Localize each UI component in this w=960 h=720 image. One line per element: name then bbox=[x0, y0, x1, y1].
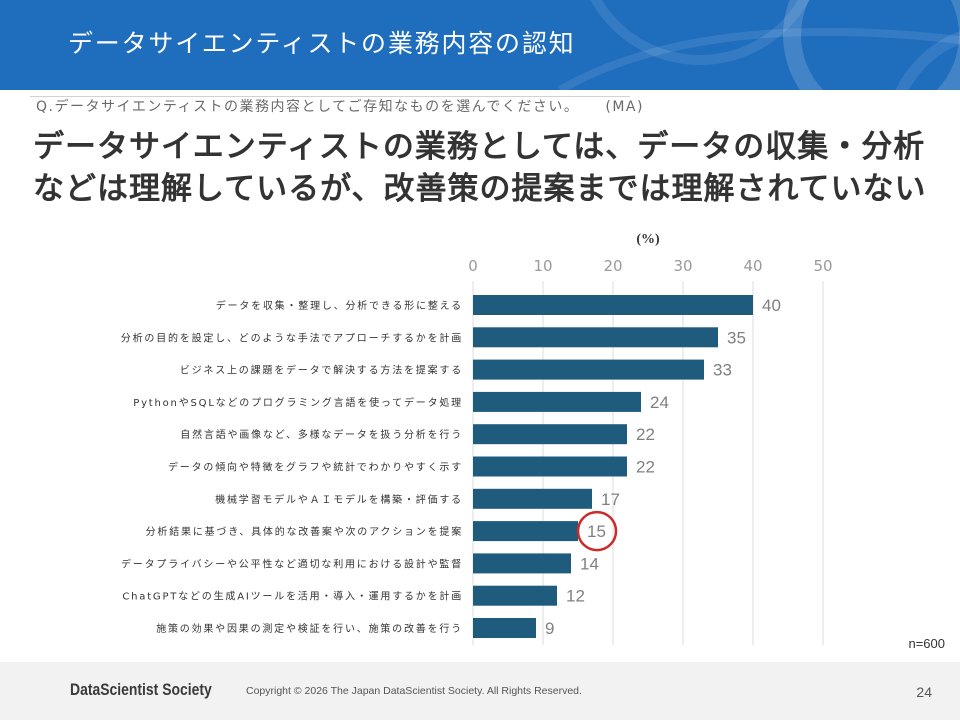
bar bbox=[473, 359, 704, 380]
category-label: ビジネス上の課題をデータで解決する方法を提案する bbox=[180, 364, 463, 377]
category-label: 分析の目的を設定し、どのような手法でアプローチするかを計画 bbox=[121, 331, 463, 344]
x-tick-label: 20 bbox=[603, 257, 622, 275]
bar bbox=[473, 327, 718, 348]
bar bbox=[473, 585, 557, 606]
bar bbox=[473, 553, 571, 574]
category-label: 自然言語や画像など、多様なデータを扱う分析を行う bbox=[180, 428, 463, 441]
headline-line-1: データサイエンティストの業務としては、データの収集・分析 bbox=[33, 129, 926, 165]
copyright-notice: Copyright © 2026 The Japan DataScientist… bbox=[246, 685, 582, 697]
x-tick-label: 30 bbox=[673, 257, 692, 275]
bar bbox=[473, 456, 627, 477]
bar bbox=[473, 488, 592, 509]
value-label: 22 bbox=[636, 425, 655, 444]
headline: データサイエンティストの業務としては、データの収集・分析 などは理解しているが、… bbox=[33, 126, 927, 210]
page-number: 24 bbox=[916, 684, 932, 700]
headline-line-2: などは理解しているが、改善策の提案までは理解されていない bbox=[33, 171, 927, 207]
question-divider bbox=[30, 96, 630, 97]
x-tick-label: 10 bbox=[533, 257, 552, 275]
sample-size: n=600 bbox=[908, 636, 945, 651]
slide-title: データサイエンティストの業務内容の認知 bbox=[68, 29, 576, 58]
value-label: 24 bbox=[650, 393, 669, 412]
header-decoration bbox=[558, 0, 960, 90]
value-label: 15 bbox=[587, 522, 606, 541]
x-tick-label: 40 bbox=[743, 257, 762, 275]
category-label: 分析結果に基づき、具体的な改善案や次のアクションを提案 bbox=[146, 525, 463, 538]
footer: DataScientist Society Copyright © 2026 T… bbox=[0, 662, 960, 720]
value-label: 33 bbox=[713, 361, 732, 380]
value-label: 35 bbox=[727, 328, 746, 347]
bar-chart: (%) 0 10 20 30 40 50 データを収集・整理し、分析できる形に整える 40 分析の… bbox=[121, 232, 833, 645]
highlight-circle bbox=[576, 510, 618, 552]
x-tick-label: 0 bbox=[468, 257, 478, 275]
value-label: 40 bbox=[762, 296, 781, 315]
society-logo: DataScientist Society bbox=[70, 680, 212, 699]
category-label: データプライバシーや公平性など適切な利用における設計や監督 bbox=[121, 557, 463, 570]
value-label: 9 bbox=[545, 619, 554, 638]
value-label: 14 bbox=[580, 554, 599, 573]
bar bbox=[473, 618, 536, 638]
category-label: PythonやSQLなどのプログラミング言語を使ってデータ処理 bbox=[133, 396, 463, 409]
bar bbox=[473, 521, 578, 542]
bar bbox=[473, 391, 641, 412]
x-tick-label: 50 bbox=[813, 257, 832, 275]
survey-question-text: Q.データサイエンティストの業務内容としてご存知なものを選んでください。 bbox=[36, 99, 580, 115]
bar bbox=[473, 424, 627, 445]
category-label: ChatGPTなどの生成AIツールを活用・導入・運用するかを計画 bbox=[122, 590, 463, 603]
value-label: 17 bbox=[601, 490, 620, 509]
value-label: 22 bbox=[636, 458, 655, 477]
question-type: (MA) bbox=[605, 99, 644, 115]
value-label: 12 bbox=[566, 587, 585, 606]
slide-header: データサイエンティストの業務内容の認知 bbox=[0, 0, 960, 90]
category-label: 機械学習モデルやＡＩモデルを構築・評価する bbox=[215, 493, 463, 506]
x-axis-unit-label: (%) bbox=[636, 232, 660, 247]
category-label: データを収集・整理し、分析できる形に整える bbox=[216, 299, 463, 312]
category-label: データの傾向や特徴をグラフや統計でわかりやすく示す bbox=[168, 461, 463, 474]
bar bbox=[473, 295, 753, 315]
category-label: 施策の効果や因果の測定や検証を行い、施策の改善を行う bbox=[156, 622, 463, 635]
survey-question: Q.データサイエンティストの業務内容としてご存知なものを選んでください。 (MA) bbox=[36, 99, 644, 116]
